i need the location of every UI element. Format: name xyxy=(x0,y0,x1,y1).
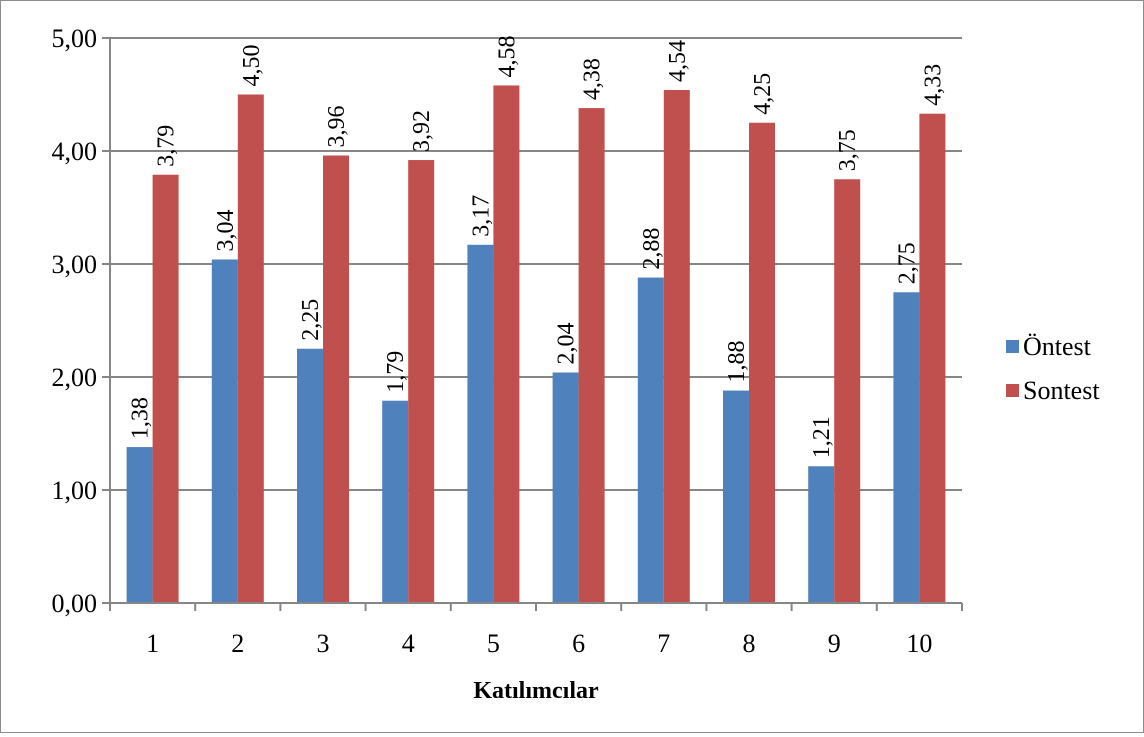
data-label: 1,38 xyxy=(128,397,154,439)
data-label: 3,04 xyxy=(213,209,239,251)
y-tick-label: 2,00 xyxy=(52,363,98,392)
data-label: 2,88 xyxy=(639,228,665,270)
bar-ontest xyxy=(637,277,664,603)
data-label: 4,25 xyxy=(750,73,776,115)
legend: Öntest Sontest xyxy=(1006,332,1100,405)
data-label: 2,04 xyxy=(554,322,580,364)
bar-ontest xyxy=(211,259,238,603)
bar-ontest xyxy=(808,466,835,603)
x-tick-label: 4 xyxy=(402,629,415,658)
x-tick-label: 1 xyxy=(146,629,159,658)
data-label: 1,79 xyxy=(383,351,409,393)
bar-sontest xyxy=(237,94,264,603)
data-labels: 1,38 3,79 3,04 4,50 2,25 3,96 1,79 3,92 3,17 4,58… xyxy=(128,35,947,458)
data-label: 2,25 xyxy=(298,299,324,341)
y-tick-label: 0,00 xyxy=(52,589,98,618)
x-tick-label: 8 xyxy=(743,629,756,658)
data-label: 4,54 xyxy=(665,40,691,82)
legend-label: Sontest xyxy=(1023,376,1100,405)
data-label: 2,75 xyxy=(894,242,920,284)
axes: 0,00 1,00 2,00 3,00 4,00 5,00 1 2 3 4 5 6 7 8 9 10 xyxy=(52,24,963,658)
data-label: 1,88 xyxy=(724,341,750,383)
data-label: 4,50 xyxy=(239,45,265,87)
bar-ontest xyxy=(552,372,579,603)
bar-ontest xyxy=(723,390,749,603)
data-label: 3,79 xyxy=(154,125,180,167)
y-tick-label: 4,00 xyxy=(52,137,98,166)
bar-sontest xyxy=(408,160,435,604)
legend-swatch xyxy=(1006,384,1019,397)
bar-sontest xyxy=(749,122,775,603)
x-tick-label: 10 xyxy=(906,629,932,658)
data-label: 3,75 xyxy=(835,129,861,171)
bar-ontest xyxy=(467,244,494,604)
bar-ontest xyxy=(893,292,920,603)
data-label: 3,96 xyxy=(324,106,350,148)
legend-swatch xyxy=(1006,340,1019,353)
bar-sontest xyxy=(578,108,605,603)
x-tick-label: 2 xyxy=(231,629,244,658)
bar-sontest xyxy=(663,89,690,604)
x-tick-label: 3 xyxy=(317,629,330,658)
bar-ontest xyxy=(126,447,153,603)
bar-sontest xyxy=(152,174,179,604)
data-label: 3,92 xyxy=(409,110,435,152)
data-label: 4,38 xyxy=(580,58,606,100)
data-label: 4,33 xyxy=(920,64,946,106)
bar-ontest xyxy=(297,348,323,603)
data-label: 4,58 xyxy=(494,35,520,77)
y-tick-label: 1,00 xyxy=(52,476,98,505)
data-label: 3,17 xyxy=(468,195,494,237)
bar-sontest xyxy=(493,85,520,603)
x-tick-label: 9 xyxy=(828,629,841,658)
bar-ontest xyxy=(382,400,409,603)
x-tick-label: 5 xyxy=(487,629,500,658)
legend-label: Öntest xyxy=(1023,332,1092,361)
bar-sontest xyxy=(834,179,861,603)
data-label: 1,21 xyxy=(809,416,835,458)
x-tick-label: 6 xyxy=(572,629,585,658)
bar-sontest xyxy=(323,155,349,603)
y-tick-label: 5,00 xyxy=(52,24,98,53)
x-tick-label: 7 xyxy=(657,629,670,658)
bars xyxy=(126,85,946,604)
x-axis-title: Katılımcılar xyxy=(473,678,599,704)
y-tick-label: 3,00 xyxy=(52,250,98,279)
bar-sontest xyxy=(919,113,946,604)
